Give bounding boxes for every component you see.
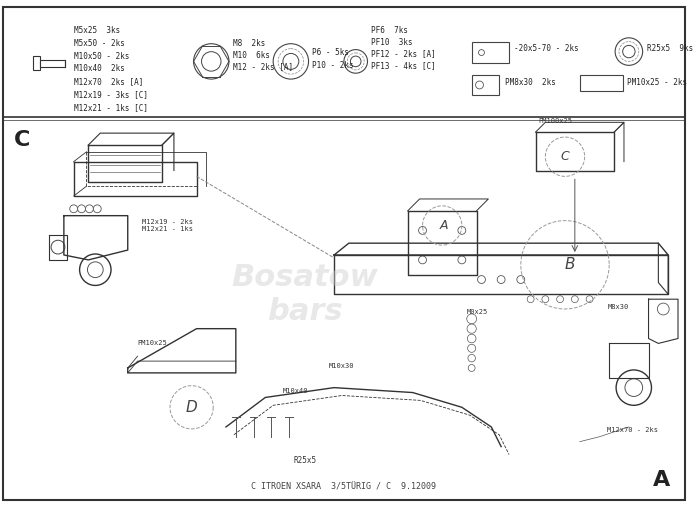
Text: R25x5: R25x5: [293, 456, 316, 465]
Text: R25x5  9ks: R25x5 9ks: [647, 44, 693, 53]
Circle shape: [623, 46, 635, 58]
Text: Bosatow
bars: Bosatow bars: [231, 263, 378, 325]
FancyBboxPatch shape: [33, 56, 40, 70]
Text: PF10  3ks: PF10 3ks: [372, 38, 413, 47]
Text: M8  2ks: M8 2ks: [233, 39, 265, 48]
Circle shape: [625, 379, 643, 396]
Circle shape: [468, 365, 475, 372]
Text: M10x40: M10x40: [283, 388, 309, 393]
Circle shape: [283, 53, 299, 69]
Text: PM10x25: PM10x25: [138, 340, 167, 346]
Circle shape: [51, 240, 65, 254]
FancyBboxPatch shape: [580, 75, 623, 91]
Circle shape: [419, 227, 426, 234]
Circle shape: [351, 56, 361, 67]
Circle shape: [344, 50, 368, 73]
Text: M12x21 - 1ks [C]: M12x21 - 1ks [C]: [74, 102, 148, 112]
Circle shape: [273, 44, 309, 79]
Text: C: C: [561, 150, 569, 163]
Circle shape: [527, 296, 534, 303]
Text: PM10x25 - 2ks: PM10x25 - 2ks: [627, 78, 687, 87]
Text: C: C: [14, 130, 30, 150]
Text: P6 - 5ks: P6 - 5ks: [312, 48, 349, 57]
Circle shape: [616, 370, 652, 405]
Text: M12x19 - 3ks [C]: M12x19 - 3ks [C]: [74, 90, 148, 99]
Circle shape: [468, 334, 476, 343]
Circle shape: [475, 81, 484, 89]
Circle shape: [497, 276, 505, 283]
Circle shape: [556, 296, 564, 303]
Text: M10x30: M10x30: [329, 363, 355, 369]
Text: PM8x30  2ks: PM8x30 2ks: [505, 78, 556, 87]
Text: A: A: [653, 470, 670, 490]
Circle shape: [477, 276, 485, 283]
Circle shape: [467, 324, 476, 333]
Text: M8x30: M8x30: [608, 304, 629, 310]
Circle shape: [88, 262, 103, 277]
Circle shape: [93, 205, 102, 213]
Text: PF12 - 2ks [A]: PF12 - 2ks [A]: [372, 50, 436, 59]
Text: M10x40  2ks: M10x40 2ks: [74, 64, 125, 74]
Circle shape: [202, 52, 221, 71]
Circle shape: [70, 205, 78, 213]
Text: D: D: [186, 400, 197, 415]
Circle shape: [78, 205, 85, 213]
FancyBboxPatch shape: [472, 42, 509, 63]
Text: M10x50 - 2ks: M10x50 - 2ks: [74, 52, 130, 60]
Text: P10 - 2ks: P10 - 2ks: [312, 61, 354, 70]
Text: C ITROEN XSARA  3/5TÜRIG / C  9.12009: C ITROEN XSARA 3/5TÜRIG / C 9.12009: [251, 483, 436, 492]
Text: B: B: [565, 257, 575, 272]
Text: M5x25  3ks: M5x25 3ks: [74, 26, 120, 35]
Circle shape: [479, 50, 484, 55]
Circle shape: [542, 296, 549, 303]
Circle shape: [458, 227, 466, 234]
Circle shape: [615, 38, 643, 65]
Circle shape: [468, 344, 476, 352]
Circle shape: [419, 256, 426, 264]
Text: M12x70 - 2ks: M12x70 - 2ks: [608, 427, 658, 433]
FancyBboxPatch shape: [3, 8, 685, 499]
Text: M0x25: M0x25: [467, 309, 488, 315]
Circle shape: [517, 276, 525, 283]
Text: -20x5-70 - 2ks: -20x5-70 - 2ks: [514, 44, 579, 53]
Circle shape: [468, 354, 475, 362]
Text: M12x19 - 2ks
M12x21 - 1ks: M12x19 - 2ks M12x21 - 1ks: [143, 219, 193, 232]
Circle shape: [657, 303, 669, 315]
Text: PF6  7ks: PF6 7ks: [372, 26, 408, 35]
Text: M10  6ks: M10 6ks: [233, 51, 270, 60]
FancyBboxPatch shape: [472, 75, 499, 95]
Circle shape: [85, 205, 93, 213]
Text: M12 - 2ks [A]: M12 - 2ks [A]: [233, 62, 293, 71]
Circle shape: [194, 44, 229, 79]
Circle shape: [80, 254, 111, 285]
Text: M12x70  2ks [A]: M12x70 2ks [A]: [74, 77, 143, 86]
FancyBboxPatch shape: [40, 59, 65, 67]
Text: PM100x25: PM100x25: [538, 118, 573, 124]
Circle shape: [571, 296, 578, 303]
Text: PF13 - 4ks [C]: PF13 - 4ks [C]: [372, 61, 436, 70]
Circle shape: [458, 256, 466, 264]
Circle shape: [467, 314, 477, 324]
Circle shape: [586, 296, 593, 303]
Text: A: A: [440, 219, 449, 232]
Text: M5x50 - 2ks: M5x50 - 2ks: [74, 39, 125, 48]
